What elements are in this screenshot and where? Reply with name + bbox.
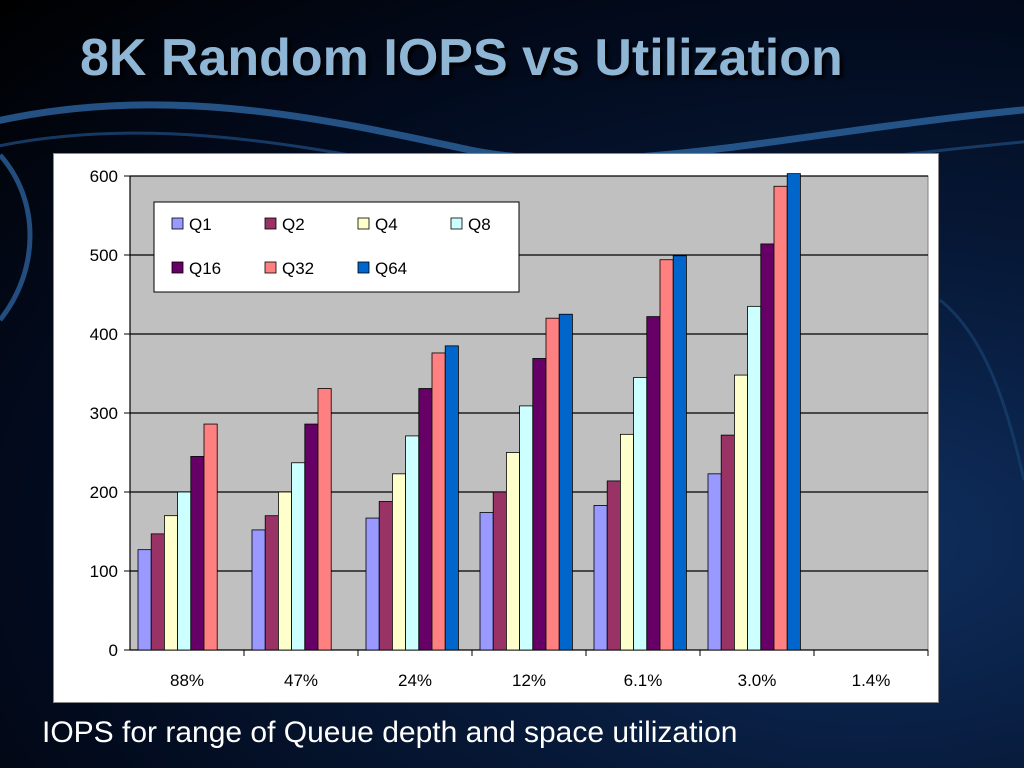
legend-label-q64: Q64	[375, 259, 407, 278]
bar-q32-4	[659, 259, 674, 651]
bar-q2-2	[378, 501, 393, 651]
bar-q16-0	[190, 456, 205, 651]
chart-frame: 0 100 200 300 400 500 600 88% 47% 24% 12% 6.1% 3.0% 1…	[53, 153, 939, 703]
legend-swatch-q32	[264, 261, 277, 274]
bar-q1-1	[251, 529, 266, 651]
bar-q64-5	[786, 173, 801, 651]
bar-q8-3	[519, 405, 534, 651]
y-tick-label: 100	[90, 562, 118, 581]
bar-q8-0	[177, 491, 192, 651]
legend-swatch-q8	[450, 217, 463, 230]
bar-q8-5	[747, 305, 762, 651]
legend-swatch-q16	[171, 261, 184, 274]
y-tick-label: 200	[90, 483, 118, 502]
legend-label-q2: Q2	[282, 215, 305, 234]
bar-q4-4	[620, 433, 635, 651]
slide-title: 8K Random IOPS vs Utilization	[80, 29, 843, 87]
x-tick-label: 47%	[284, 671, 318, 690]
legend-swatch-q2	[264, 217, 277, 230]
slide-caption: IOPS for range of Queue depth and space …	[42, 716, 738, 749]
bar-q64-2	[444, 345, 459, 651]
bar-q4-5	[734, 374, 749, 651]
bar-q16-2	[418, 388, 433, 651]
bar-q16-1	[304, 423, 319, 651]
bar-q1-2	[365, 517, 380, 651]
bar-q8-4	[633, 377, 648, 651]
legend-swatch-q64	[357, 261, 370, 274]
y-tick-label: 300	[90, 404, 118, 423]
y-tick-label: 500	[90, 246, 118, 265]
x-tick-label: 1.4%	[852, 671, 891, 690]
bar-q32-1	[317, 388, 332, 651]
x-tick-label: 12%	[512, 671, 546, 690]
legend-label-q1: Q1	[189, 215, 212, 234]
bar-q2-1	[264, 515, 279, 651]
bar-q1-5	[707, 473, 722, 651]
legend-swatch-q4	[357, 217, 370, 230]
bar-q1-4	[593, 505, 608, 651]
bar-q4-3	[505, 452, 520, 651]
bar-q32-0	[203, 423, 218, 651]
y-tick-label: 600	[90, 167, 118, 186]
bar-q16-3	[532, 358, 547, 651]
bar-q32-2	[431, 352, 446, 651]
bar-q8-2	[405, 435, 420, 651]
bar-q2-0	[150, 533, 165, 651]
legend-label-q16: Q16	[189, 259, 221, 278]
legend-label-q4: Q4	[375, 215, 398, 234]
x-tick-label: 24%	[398, 671, 432, 690]
x-tick-label: 6.1%	[624, 671, 663, 690]
bar-q2-5	[720, 434, 735, 651]
bar-q4-2	[391, 473, 406, 651]
bar-q16-4	[646, 316, 661, 651]
legend-swatch-q1	[171, 217, 184, 230]
iops-bar-chart: 0 100 200 300 400 500 600 88% 47% 24% 12% 6.1% 3.0% 1…	[90, 167, 929, 690]
bar-q4-1	[277, 491, 292, 651]
bar-q64-3	[558, 313, 573, 651]
legend-label-q8: Q8	[468, 215, 491, 234]
x-tick-label: 88%	[170, 671, 204, 690]
x-tick-label: 3.0%	[738, 671, 777, 690]
bar-q1-3	[479, 512, 494, 651]
y-tick-label: 0	[109, 641, 118, 660]
bar-q64-4	[672, 255, 687, 651]
legend-box	[153, 201, 520, 293]
legend-label-q32: Q32	[282, 259, 314, 278]
bar-q32-3	[545, 317, 560, 651]
bar-q16-5	[760, 243, 775, 651]
bar-q4-0	[164, 515, 179, 651]
bar-q8-1	[291, 462, 306, 651]
bar-q2-4	[606, 480, 621, 651]
bar-q2-3	[492, 491, 507, 651]
y-tick-label: 400	[90, 325, 118, 344]
bar-q32-5	[773, 185, 788, 651]
bar-q1-0	[137, 549, 152, 651]
